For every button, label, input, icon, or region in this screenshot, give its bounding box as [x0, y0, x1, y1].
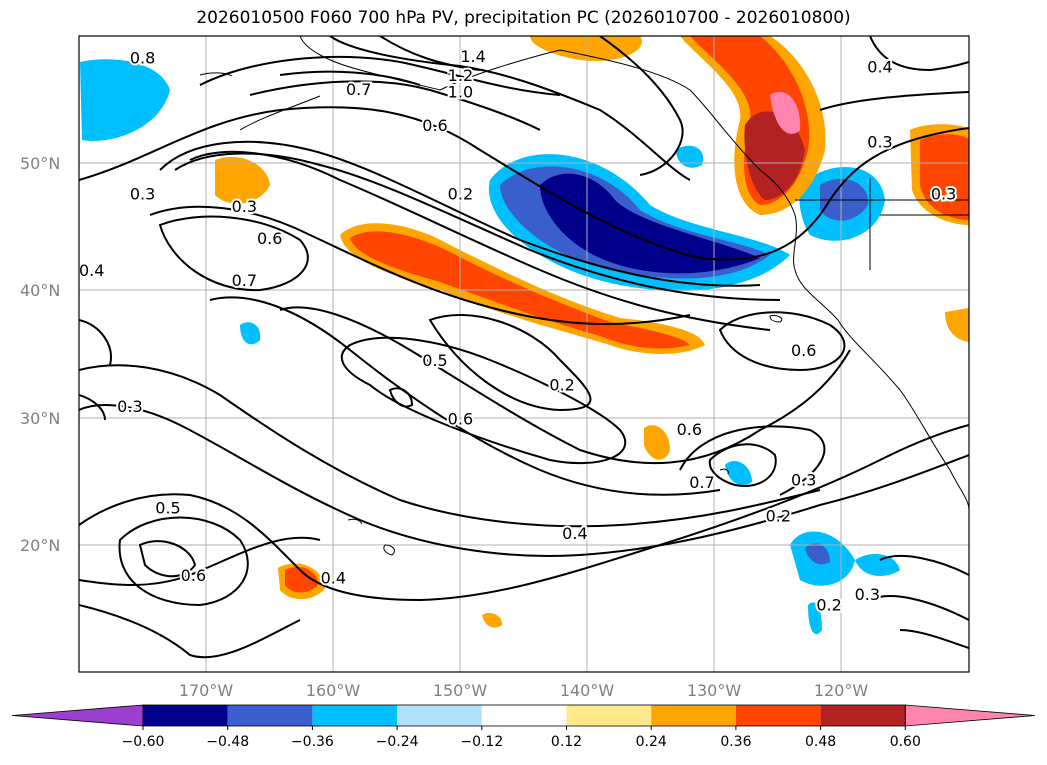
contour-label: 0.2: [816, 595, 841, 614]
contour-label: 0.7: [346, 80, 371, 99]
contour-label: 0.6: [791, 341, 816, 360]
colorbar-label: 0.36: [720, 734, 751, 750]
colorbar-label: 0.60: [890, 734, 921, 750]
lon-tick-label: 150°W: [433, 681, 488, 700]
contour-label: 0.7: [232, 271, 257, 290]
contour-label: 0.3: [867, 132, 892, 151]
colorbar-segment: [735, 705, 821, 726]
pv-contours: [79, 36, 969, 659]
contour-label: 0.4: [867, 57, 892, 76]
contour-label: 0.6: [257, 229, 282, 248]
lat-tick-label: 30°N: [20, 409, 60, 428]
colorbar-label: −0.36: [291, 734, 334, 750]
colorbar-segment: [397, 705, 482, 726]
contour-label: 0.3: [117, 397, 142, 416]
contour-label: 0.5: [422, 351, 447, 370]
contour-label: 0.3: [931, 185, 956, 204]
lon-tick-label: 160°W: [306, 681, 361, 700]
latitude-labels: 50°N 40°N 30°N 20°N: [20, 154, 60, 555]
lat-tick-label: 40°N: [20, 281, 60, 300]
contour-label: 0.6: [448, 410, 473, 429]
colorbar-label: −0.24: [376, 734, 419, 750]
colorbar-segment: [651, 705, 736, 726]
lon-tick-label: 140°W: [560, 681, 615, 700]
contour-label: 0.4: [562, 524, 587, 543]
contour-label: 0.6: [181, 566, 206, 585]
colorbar-label: −0.60: [122, 734, 165, 750]
contour-label: 0.3: [791, 471, 816, 490]
lon-tick-label: 130°W: [687, 681, 742, 700]
colorbar-segment: [481, 705, 567, 726]
contour-label: 0.6: [422, 116, 447, 135]
colorbar-segment: [312, 705, 398, 726]
contour-label: 0.2: [549, 375, 574, 394]
lat-tick-label: 20°N: [20, 536, 60, 555]
contour-label: 1.4: [460, 47, 485, 66]
contour-label: 0.5: [155, 499, 180, 518]
colorbar-extend-min: [11, 704, 144, 727]
contour-label: 0.3: [232, 197, 257, 216]
contour-label: 0.4: [79, 261, 104, 280]
contour-label: 0.2: [448, 185, 473, 204]
contour-labels: 0.8 1.41.21.00.70.60.40.30.30.30.30.20.60…: [79, 45, 958, 616]
map-grid: [79, 36, 969, 672]
coastlines: [199, 36, 969, 556]
map-frame: [78, 35, 970, 673]
contour-label: 1.2: [448, 66, 473, 85]
contour-label: 0.3: [130, 185, 155, 204]
lon-tick-label: 120°W: [814, 681, 869, 700]
map-title: 2026010500 F060 700 hPa PV, precipitatio…: [196, 8, 851, 28]
colorbar-label: 0.24: [636, 734, 667, 750]
colorbar-label: −0.48: [206, 734, 249, 750]
map-panel: 0.8 1.41.21.00.70.60.40.30.30.30.30.20.60…: [79, 36, 969, 672]
colorbar-extend-max: [904, 704, 1036, 727]
contour-label: 0.4: [321, 569, 346, 588]
colorbar-label: 0.48: [805, 734, 836, 750]
colorbar-segment: [566, 705, 652, 726]
colorbar-label: −0.12: [460, 734, 503, 750]
colorbar: −0.60 −0.48 −0.36 −0.24 −0.12 0.12 0.24 0.36 0.4…: [11, 704, 1036, 750]
contour-label: 0.8: [130, 48, 155, 67]
longitude-labels: 170°W 160°W 150°W 140°W 130°W 120°W: [179, 681, 869, 700]
colorbar-frame: [142, 704, 906, 727]
contour-label: 1.0: [448, 83, 473, 102]
contour-label: 0.7: [689, 473, 714, 492]
colorbar-segment: [820, 705, 906, 726]
contour-label: 0.3: [855, 585, 880, 604]
colorbar-segment: [227, 705, 313, 726]
colorbar-segment: [143, 705, 228, 726]
lon-tick-label: 170°W: [179, 681, 234, 700]
contour-label: 0.6: [677, 420, 702, 439]
colorbar-label: 0.12: [551, 734, 582, 750]
lat-tick-label: 50°N: [20, 154, 60, 173]
contour-label: 0.2: [766, 506, 791, 525]
